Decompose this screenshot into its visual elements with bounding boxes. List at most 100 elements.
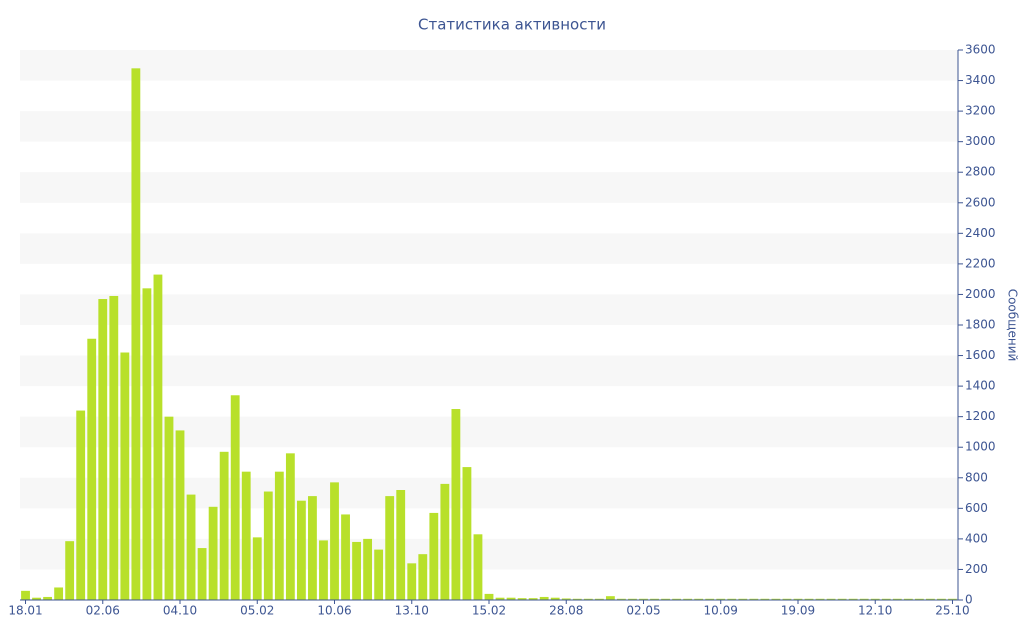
y-tick-label: 0 [965, 593, 973, 607]
x-tick-label: 18.01 [8, 604, 42, 618]
bar [815, 598, 825, 600]
bar [782, 598, 792, 600]
grid-band [20, 355, 958, 387]
bar [186, 494, 196, 600]
bar [54, 587, 64, 600]
bar [285, 453, 295, 600]
bar [903, 598, 913, 600]
bar [274, 471, 284, 600]
y-tick-label: 3600 [965, 43, 996, 57]
bar [98, 299, 108, 600]
grid-band [20, 50, 958, 81]
bar [418, 554, 428, 600]
bar [793, 598, 803, 600]
y-tick-label: 3400 [965, 73, 996, 87]
y-tick-label: 2600 [965, 195, 996, 209]
bar [308, 496, 317, 600]
bar [892, 598, 902, 600]
bar [639, 598, 648, 600]
y-tick-label: 2000 [965, 287, 996, 301]
bar [859, 598, 869, 600]
bar [319, 540, 328, 600]
bar [495, 597, 505, 600]
bar [473, 534, 483, 600]
bar [672, 598, 682, 600]
x-tick-label: 15.02 [472, 604, 506, 618]
grid-band [20, 294, 958, 325]
bar [506, 597, 516, 600]
bar [208, 506, 218, 600]
bar [804, 598, 814, 600]
y-tick-label: 1200 [965, 409, 996, 423]
bar [550, 597, 560, 600]
y-tick-label: 1600 [965, 348, 996, 362]
x-tick-label: 04.10 [163, 604, 197, 618]
y-axis-label: Сообщений [1006, 289, 1020, 362]
bar [848, 598, 858, 600]
x-tick-label: 25.10 [935, 604, 969, 618]
bar [716, 598, 726, 600]
bar [65, 541, 75, 600]
bar [705, 598, 715, 600]
x-tick-label: 13.10 [395, 604, 429, 618]
grid-band [20, 172, 958, 203]
bar [594, 598, 604, 600]
bar [517, 598, 527, 600]
bar [462, 467, 472, 600]
bar [837, 598, 847, 600]
y-tick-label: 1800 [965, 318, 996, 332]
bar [164, 416, 174, 600]
bar [937, 598, 946, 600]
bar [153, 274, 163, 600]
grid-band [20, 233, 958, 264]
y-tick-label: 200 [965, 562, 988, 576]
bar [131, 68, 141, 601]
bar [241, 471, 251, 600]
x-tick-label: 19.09 [781, 604, 815, 618]
bar [650, 598, 659, 600]
bar [341, 514, 350, 600]
bar [694, 598, 704, 600]
y-tick-label: 3200 [965, 104, 996, 118]
bar [197, 548, 207, 600]
bar [21, 590, 30, 600]
y-tick-label: 1000 [965, 440, 996, 454]
bar [683, 598, 693, 600]
bar [263, 491, 273, 600]
bar [109, 295, 119, 600]
bar [429, 512, 439, 600]
y-tick-label: 2800 [965, 165, 996, 179]
bar [76, 410, 86, 600]
bar [925, 598, 935, 600]
x-tick-label: 05.02 [240, 604, 274, 618]
bar [32, 597, 41, 600]
bar [352, 541, 361, 600]
y-tick-label: 2400 [965, 226, 996, 240]
bar [407, 563, 417, 600]
bar [561, 598, 571, 600]
bar [870, 598, 880, 600]
bar [440, 483, 450, 600]
bar [881, 598, 891, 600]
x-tick-label: 10.09 [704, 604, 738, 618]
bar [87, 338, 97, 600]
bar [451, 409, 461, 600]
bar [605, 596, 615, 600]
y-tick-label: 3000 [965, 134, 996, 148]
bar [826, 598, 836, 600]
y-tick-label: 800 [965, 470, 988, 484]
y-tick-label: 1400 [965, 379, 996, 393]
bar [583, 598, 593, 600]
bar [120, 352, 130, 600]
bar [727, 598, 737, 600]
bar [760, 598, 770, 600]
x-tick-label: 02.06 [86, 604, 120, 618]
bar [749, 598, 759, 600]
bar [330, 482, 339, 600]
bar [661, 598, 670, 600]
bar [296, 500, 306, 600]
y-tick-label: 2200 [965, 256, 996, 270]
grid-band [20, 111, 958, 142]
bar [539, 596, 549, 600]
